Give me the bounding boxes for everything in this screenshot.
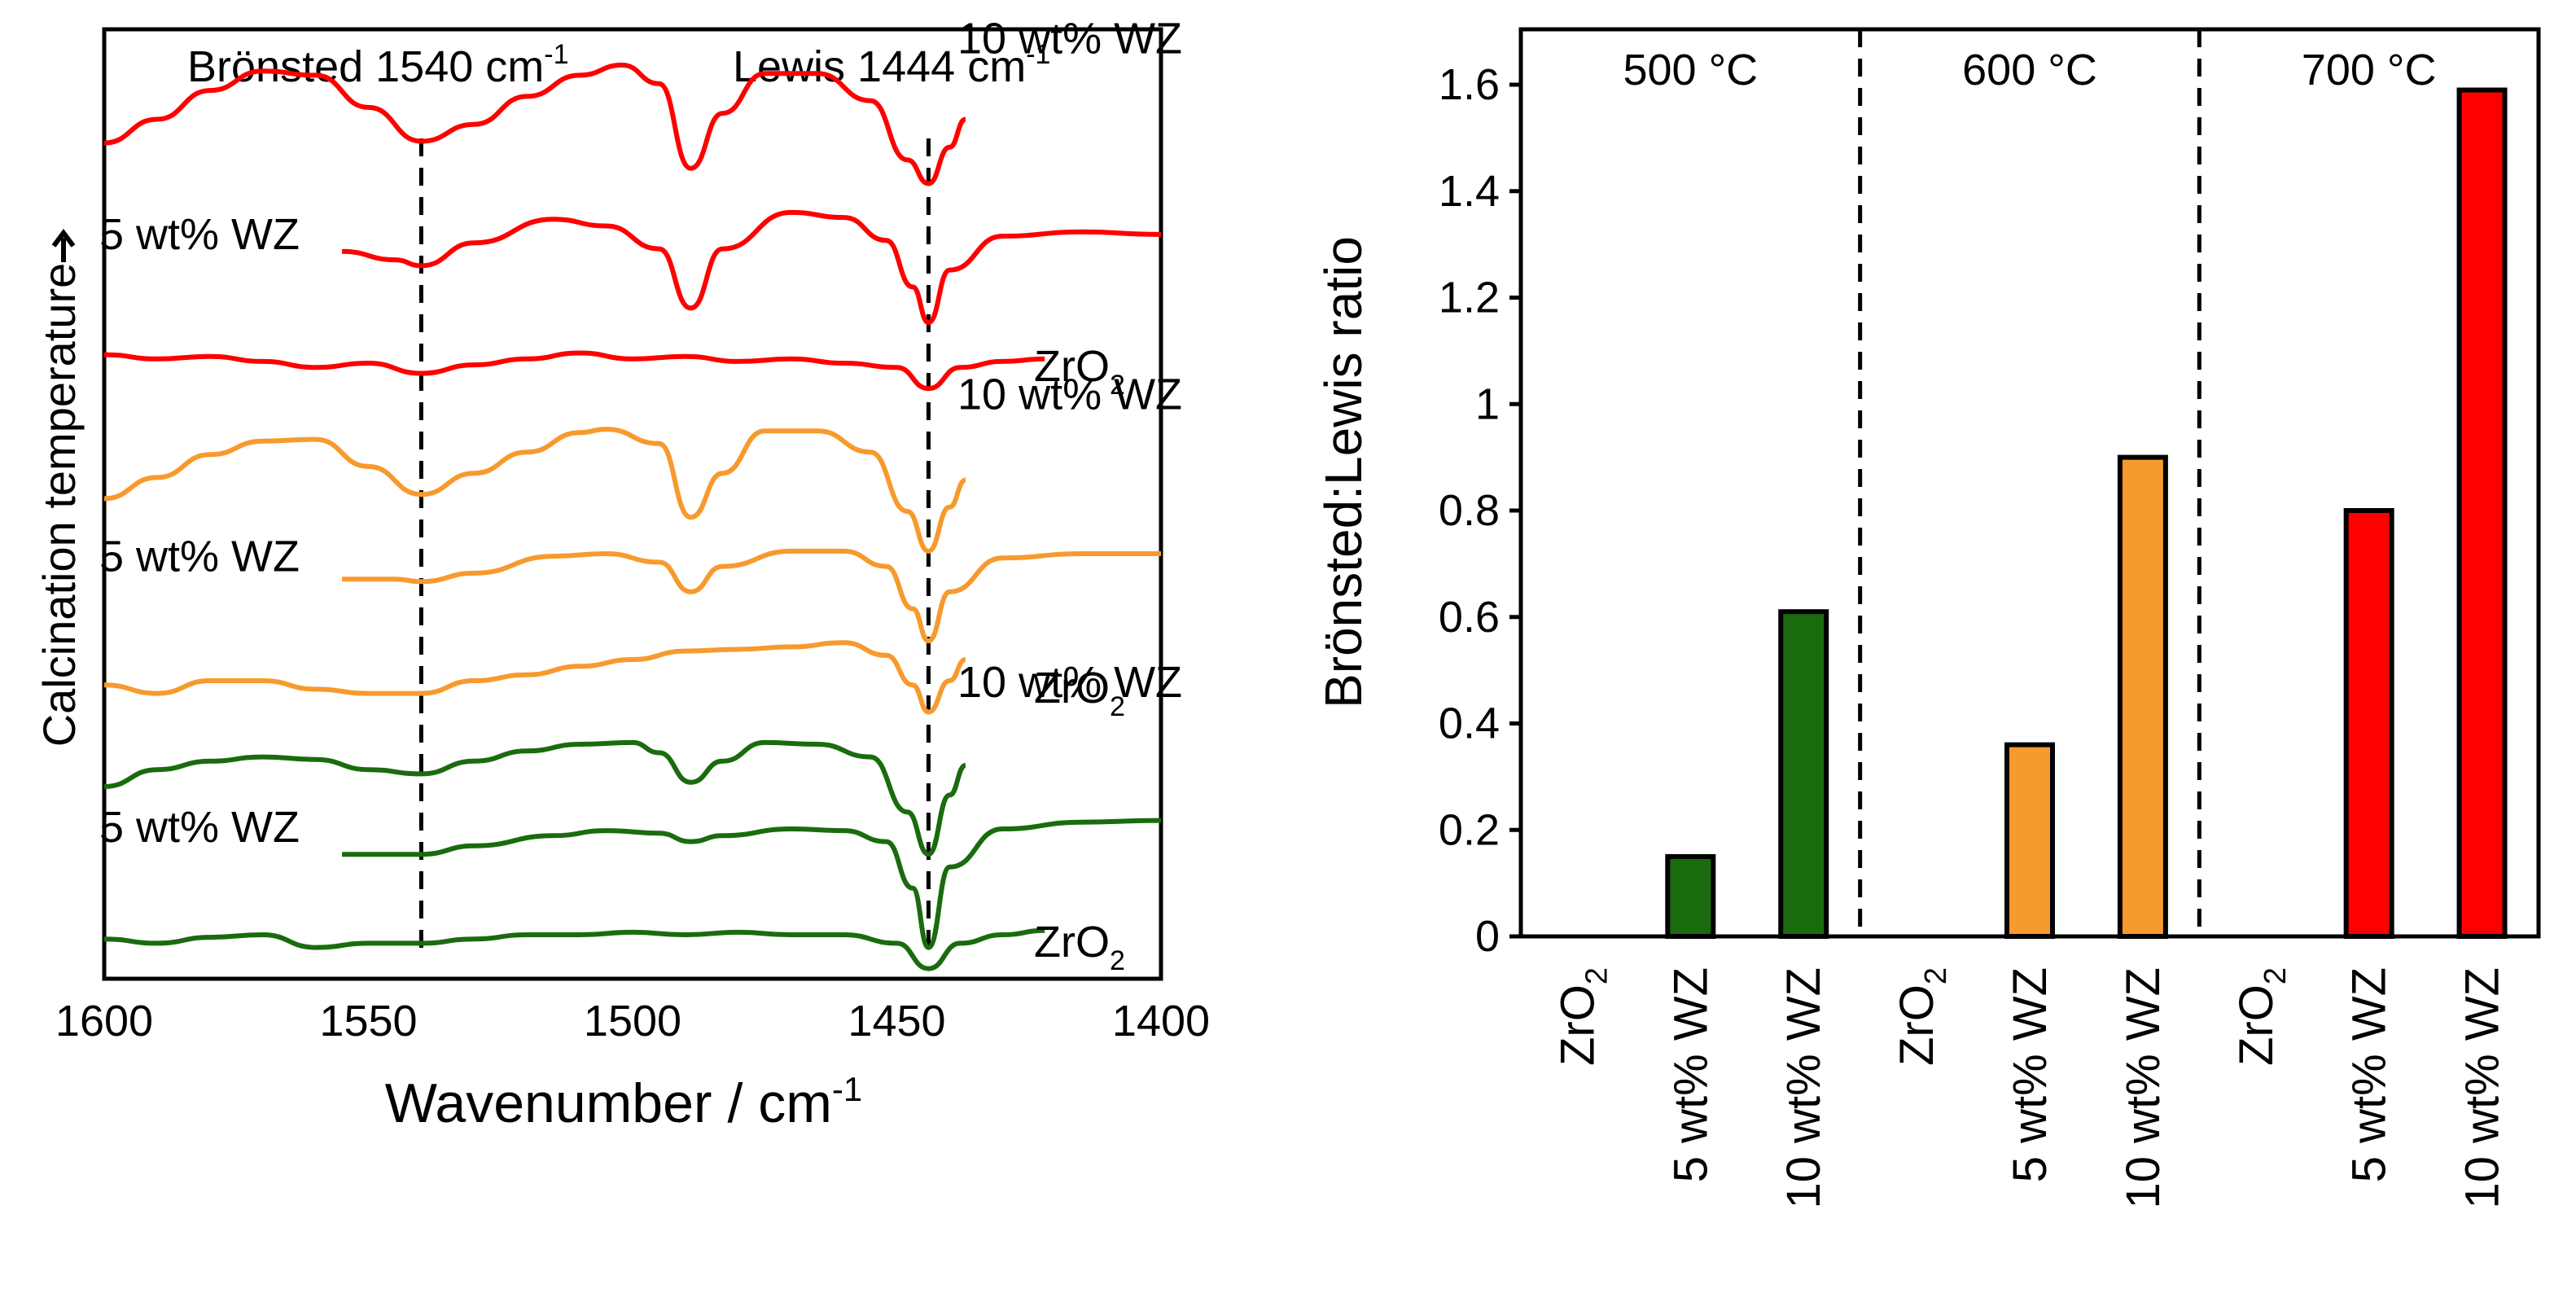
bars [1665,87,2508,940]
series-label: ZrO2 [1034,918,1125,976]
ir-spectra-chart: Brönsted 1540 cm-1 Lewis 1444 cm-1 10 wt%… [33,15,1210,1134]
bar [2117,454,2168,939]
spectrum-line [103,927,1045,971]
bar [1778,609,1829,940]
spectrum-line [342,209,1162,326]
spectrum-line [342,818,1162,950]
y-tick-label: 0.8 [1439,486,1500,535]
spectra-plot-frame [102,27,1163,981]
temperature-label: 500 °C [1623,46,1758,94]
series-label: 5 wt% WZ [99,803,300,852]
x-tick-label: 1400 [1112,997,1210,1046]
spectra-y-axis-title: Calcination temperature [33,263,85,747]
series-label: ZrO2 [1034,342,1125,401]
y-tick-label: 1.6 [1439,60,1500,109]
category-label: 5 wt% WZ [2343,967,2396,1182]
spectrum-line [342,548,1161,644]
x-tick-label: 1550 [319,997,417,1046]
temperature-label: 600 °C [1962,46,2097,94]
spectrum-line [103,427,967,554]
category-label: 5 wt% WZ [2004,967,2057,1182]
bar [2456,87,2508,940]
bar-y-axis-title: Brönsted:Lewis ratio [1314,236,1373,708]
y-tick-label: 1.4 [1439,167,1500,216]
bar [2004,742,2055,940]
spectra-series [103,62,1162,971]
spectrum-line [103,62,967,186]
bar [2343,508,2394,939]
category-label: ZrO2 [1890,967,1953,1066]
y-tick-label: 1 [1475,379,1500,428]
reference-lines: Brönsted 1540 cm-1 Lewis 1444 cm-1 [187,39,1050,953]
series-label: 5 wt% WZ [99,532,300,581]
bronsted-lewis-bar-chart: 0 0.2 0.4 0.6 0.8 1 1.2 1.4 1.6 500 °C 600 °C 700 … [1314,27,2541,1209]
y-tick-label: 0.4 [1439,699,1500,748]
y-tick-label: 0.2 [1439,805,1500,854]
y-tick-label: 0 [1475,912,1500,961]
category-label: 5 wt% WZ [1664,967,1717,1182]
category-label: 10 wt% WZ [1777,967,1830,1209]
category-label: ZrO2 [1551,967,1614,1066]
bar [1665,853,1716,939]
spectra-x-axis-title: Wavenumber / cm-1 [385,1070,863,1134]
series-label: 10 wt% WZ [957,370,1182,419]
temperature-label: 700 °C [2302,46,2437,94]
series-label: ZrO2 [1034,664,1125,722]
x-tick-label: 1450 [848,997,945,1046]
temperature-labels: 500 °C 600 °C 700 °C [1623,46,2436,94]
bar-y-ticks: 0 0.2 0.4 0.6 0.8 1 1.2 1.4 1.6 [1439,60,1521,961]
x-tick-label: 1600 [55,997,153,1046]
group-dividers [1858,29,2201,936]
category-label: ZrO2 [2230,967,2293,1066]
up-arrow-icon [51,229,76,262]
x-tick-label: 1500 [584,997,681,1046]
reference-line-label: Brönsted 1540 cm-1 [187,39,568,91]
y-tick-label: 1.2 [1439,274,1500,322]
spectrum-line [103,350,1045,392]
spectrum-line [103,640,966,715]
spectra-x-ticks: 1600 1550 1500 1450 1400 [55,997,1210,1046]
y-tick-label: 0.6 [1439,593,1500,642]
bar-category-labels: ZrO2 5 wt% WZ 10 wt% WZ ZrO2 5 wt% WZ 10 wt% … [1551,967,2508,1209]
category-label: 10 wt% WZ [2117,967,2170,1209]
spectrum-line [103,739,967,857]
category-label: 10 wt% WZ [2456,967,2509,1209]
series-label: 10 wt% WZ [957,15,1182,64]
reference-line-label: Lewis 1444 cm-1 [733,39,1050,91]
series-label: 10 wt% WZ [957,658,1182,707]
series-label: 5 wt% WZ [99,210,300,259]
